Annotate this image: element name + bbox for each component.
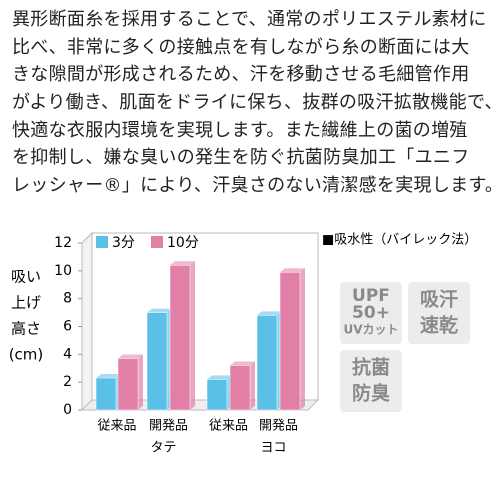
description-line: レッシャー®」により、汗臭さのない清潔感を実現します。 [12,175,500,197]
x-tick-label: 従来品 [97,419,136,434]
y-axis-label: 上げ [11,294,41,312]
description-line: 快適な衣服内環境を実現します。また繊維上の菌の増殖 [12,119,468,141]
y-axis-label: 高さ [11,320,41,338]
x-tick-label: 従来品 [209,419,248,434]
y-tick-label: 0 [63,402,72,418]
bar-top [147,308,172,313]
bar-side [250,361,255,410]
bar-top [230,361,255,366]
legend-label: 3分 [112,235,135,251]
bar [146,312,168,411]
badge-text: 防臭 [352,382,390,405]
bar [206,379,228,411]
legend-swatch [96,236,108,248]
badge-text: 吸汗 [420,289,458,311]
y-axis-label: 吸い [11,268,41,286]
description-line: を抑制し、嫌な臭いの発生を防ぐ抗菌防臭加工「ユニフ [12,147,470,169]
bar-side [190,261,195,410]
x-tick-label: 開発品 [259,419,298,434]
y-tick-label: 6 [63,319,72,335]
description-line: きな隙間が形成されるため、汗を移動させる毛細管作用 [12,64,470,86]
bar-top [96,373,121,378]
bar [117,358,139,411]
bar [229,365,251,411]
badge [408,282,470,344]
legend-swatch [151,236,163,248]
y-axis-label: (cm) [9,346,44,364]
bar [256,315,278,411]
bar [279,271,301,411]
bar-top [280,268,305,273]
y-tick-label: 10 [54,263,72,279]
x-group-label: タテ [150,441,176,456]
side-wall [81,231,93,412]
description-line: 比べ、非常に多くの接触点を有しながら糸の断面には大 [12,36,470,58]
bar-top [170,261,195,266]
bar-side [138,354,143,410]
x-group-label: ヨコ [260,441,286,456]
y-tick-label: 8 [63,291,72,307]
bar-side [300,268,305,410]
bar [95,377,117,411]
badge-text: 抗菌 [352,356,390,379]
badge-text: 速乾 [420,314,458,337]
description: 異形断面糸を採用することで、通常のポリエステル素材に 比べ、非常に多くの接触点を有… [12,6,500,200]
description-line: 異形断面糸を採用することで、通常のポリエステル素材に [12,9,487,30]
badge-text: UPF [352,286,390,306]
badge-text: UVカット [343,323,398,337]
y-tick-label: 4 [63,346,72,362]
description-line: がより働き、肌面をドライに保ち、抜群の吸汗拡散機能で、 [12,92,500,114]
x-tick-label: 開発品 [149,419,188,434]
bar-top [118,354,143,359]
y-tick-label: 2 [63,374,72,390]
y-tick-label: 12 [54,235,72,251]
badge [340,282,402,344]
bar-top [207,375,232,380]
bar [169,265,191,411]
bar-top [257,311,282,316]
badge-text: 50+ [352,303,390,323]
badge [340,350,402,412]
legend-label: 10分 [167,235,199,251]
chart-title: ■吸水性（バイレック法） [322,233,477,248]
